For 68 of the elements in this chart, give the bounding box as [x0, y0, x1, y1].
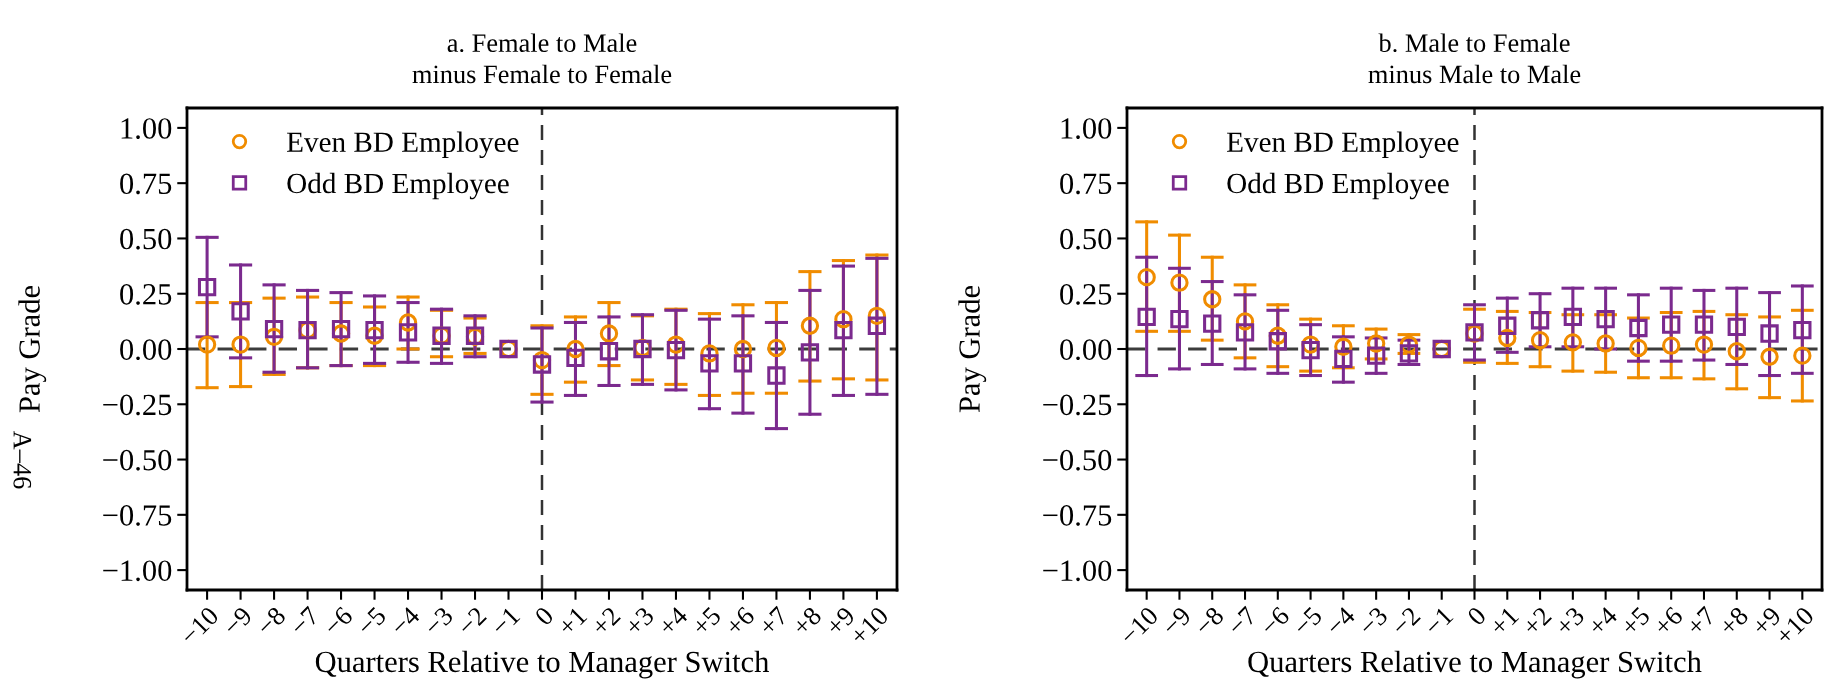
y-axis-title: Pay Grade [18, 286, 47, 413]
x-tick-label: +4 [657, 605, 689, 637]
x-tick-label: +1 [1488, 606, 1520, 637]
x-tick-label: −6 [1259, 605, 1291, 637]
x-tick-label: −9 [1161, 605, 1192, 637]
x-tick-label: −9 [222, 605, 253, 637]
y-tick-label: −0.25 [1043, 394, 1112, 416]
legend-label: Odd BD Employee [287, 172, 509, 200]
x-tick-label: +7 [1685, 605, 1717, 637]
y-tick-label: 0.00 [120, 339, 172, 361]
x-tick-label: +9 [825, 605, 856, 637]
x-tick-label: −10 [179, 605, 220, 646]
x-tick-label: −4 [1325, 605, 1357, 637]
y-tick-label: 0.00 [1060, 339, 1112, 361]
x-tick-label: −2 [1390, 606, 1421, 637]
x-tick-label: +4 [1587, 605, 1619, 637]
x-tick-label: −7 [289, 605, 320, 637]
x-tick-label: −4 [389, 605, 421, 637]
y-tick-label: 0.50 [120, 228, 172, 250]
y-tick-label: −0.75 [103, 505, 172, 526]
x-tick-label: 0 [1466, 605, 1487, 627]
legend-label: Even BD Employee [287, 131, 519, 159]
x-tick-label: +5 [1620, 606, 1651, 637]
y-tick-label: 0.75 [1060, 173, 1112, 195]
y-axis-title: Pay Grade [958, 286, 987, 413]
x-tick-label: +8 [791, 605, 823, 637]
text: A–46 [13, 430, 32, 489]
x-tick-label: −5 [1292, 606, 1323, 637]
y-tick-label: −0.75 [1043, 505, 1112, 526]
x-tick-label: +1 [557, 606, 588, 637]
y-tick-label: 0.75 [120, 173, 172, 195]
x-tick-label: +7 [758, 605, 789, 637]
y-tick-label: −0.25 [103, 394, 172, 416]
x-tick-label: +3 [624, 605, 655, 637]
x-tick-label: +2 [590, 606, 621, 637]
x-tick-label: −1 [1423, 606, 1454, 637]
x-axis-title: Quarters Relative to Manager Switch [315, 650, 769, 679]
x-tick-label: −3 [423, 605, 454, 637]
x-tick-label: +6 [1652, 605, 1684, 637]
y-tick-label: 0.25 [1060, 284, 1112, 305]
x-tick-label: −10 [1118, 605, 1160, 646]
x-tick-label: +8 [1718, 605, 1750, 637]
y-tick-label: −1.00 [103, 560, 172, 582]
y-tick-label: 1.00 [121, 118, 172, 139]
x-tick-label: −3 [1357, 605, 1389, 637]
chart-title: a. Female to Male minus Female to Female [412, 33, 672, 84]
y-tick-label: −0.50 [1043, 449, 1112, 471]
x-tick-label: −2 [456, 606, 487, 637]
x-axis-title: Quarters Relative to Manager Switch [1248, 650, 1702, 679]
x-tick-label: −6 [322, 605, 354, 637]
x-tick-label: −5 [356, 606, 387, 637]
y-tick-label: −1.00 [1043, 560, 1112, 582]
x-tick-label: 0 [533, 605, 555, 627]
legend-label: Odd BD Employee [1227, 172, 1449, 200]
y-tick-label: 0.25 [120, 284, 172, 305]
legend-label: Even BD Employee [1227, 131, 1459, 159]
x-tick-label: −1 [490, 606, 521, 637]
y-tick-label: −0.50 [103, 449, 172, 471]
x-tick-label: +3 [1554, 605, 1586, 637]
x-tick-label: −8 [255, 605, 287, 637]
y-tick-label: 0.50 [1060, 228, 1112, 250]
x-tick-label: +5 [691, 606, 722, 637]
x-tick-label: +2 [1521, 606, 1552, 637]
chart-title: b. Male to Female minus Male to Male [1368, 33, 1581, 84]
x-tick-label: −8 [1193, 605, 1225, 637]
x-tick-label: +6 [724, 605, 756, 637]
y-tick-label: 1.00 [1061, 118, 1112, 139]
x-tick-label: −7 [1226, 605, 1258, 637]
